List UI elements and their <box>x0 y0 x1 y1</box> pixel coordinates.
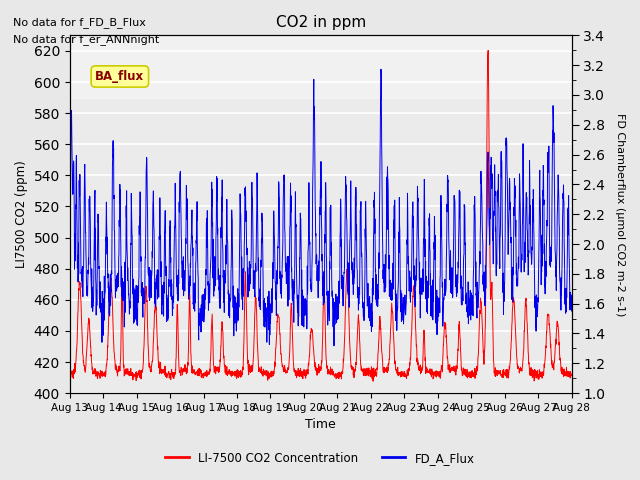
FD_A_Flux <box>538 269 545 275</box>
LI-7500 CO2 Concentration <box>484 48 492 53</box>
Line: FD_A_Flux: FD_A_Flux <box>70 69 572 346</box>
Bar <box>70 36 572 97</box>
Text: No data for f_FD_B_Flux: No data for f_FD_B_Flux <box>13 17 146 28</box>
FD_A_Flux <box>66 267 74 273</box>
FD_A_Flux <box>377 66 385 72</box>
LI-7500 CO2 Concentration <box>346 338 353 344</box>
Title: CO2 in ppm: CO2 in ppm <box>275 15 366 30</box>
FD_A_Flux <box>467 308 474 314</box>
LI-7500 CO2 Concentration <box>538 373 545 379</box>
X-axis label: Time: Time <box>305 419 336 432</box>
FD_A_Flux <box>346 239 354 245</box>
LI-7500 CO2 Concentration <box>335 370 342 376</box>
FD_A_Flux <box>206 300 214 306</box>
FD_A_Flux <box>568 308 575 314</box>
LI-7500 CO2 Concentration <box>568 373 575 379</box>
Text: BA_flux: BA_flux <box>95 70 145 83</box>
LI-7500 CO2 Concentration <box>467 369 474 374</box>
Line: LI-7500 CO2 Concentration: LI-7500 CO2 Concentration <box>70 50 572 381</box>
Text: No data for f_er_ANNnight: No data for f_er_ANNnight <box>13 34 159 45</box>
FD_A_Flux <box>524 253 532 259</box>
LI-7500 CO2 Concentration <box>369 378 377 384</box>
LI-7500 CO2 Concentration <box>206 371 214 376</box>
Legend: LI-7500 CO2 Concentration, FD_A_Flux: LI-7500 CO2 Concentration, FD_A_Flux <box>161 447 479 469</box>
Y-axis label: LI7500 CO2 (ppm): LI7500 CO2 (ppm) <box>15 160 28 268</box>
LI-7500 CO2 Concentration <box>524 332 532 337</box>
FD_A_Flux <box>335 278 343 284</box>
LI-7500 CO2 Concentration <box>66 372 74 378</box>
Y-axis label: FD Chamberflux (μmol CO2 m-2 s-1): FD Chamberflux (μmol CO2 m-2 s-1) <box>615 112 625 316</box>
FD_A_Flux <box>330 343 338 348</box>
